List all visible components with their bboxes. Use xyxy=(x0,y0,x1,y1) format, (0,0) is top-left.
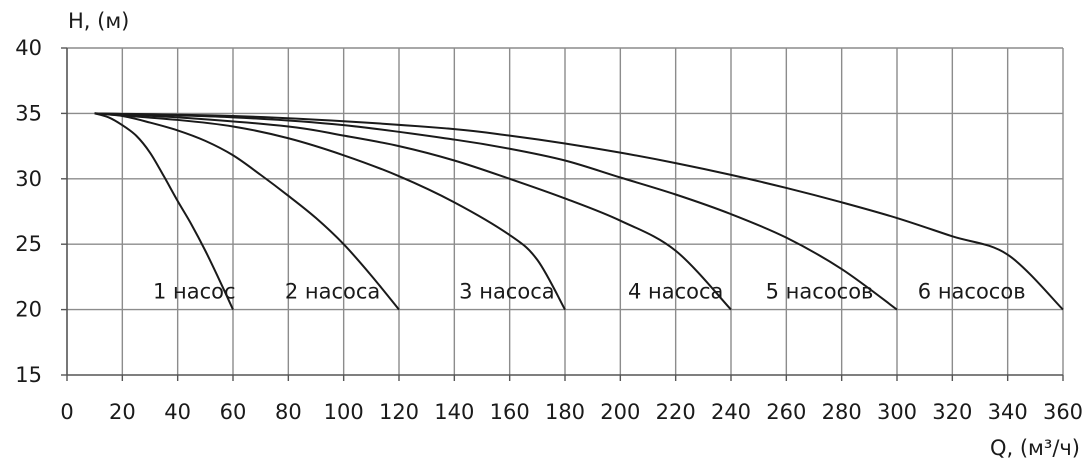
x-tick-label: 100 xyxy=(324,400,364,424)
series-label: 2 насоса xyxy=(285,279,380,303)
y-tick-label: 35 xyxy=(15,101,42,125)
x-tick-label: 320 xyxy=(932,400,972,424)
series-curve xyxy=(94,112,400,311)
series-label: 1 насос xyxy=(153,279,236,303)
grid xyxy=(67,47,1064,375)
y-tick-label: 40 xyxy=(15,36,42,60)
x-tick-label: 340 xyxy=(988,400,1028,424)
x-tick-label: 60 xyxy=(220,400,247,424)
y-tick-label: 20 xyxy=(15,298,42,322)
series-curve xyxy=(94,112,234,311)
x-tick-label: 80 xyxy=(275,400,302,424)
x-tick-label: 280 xyxy=(822,400,862,424)
series-curve xyxy=(94,112,566,311)
x-tick-label: 240 xyxy=(711,400,751,424)
axes: 0 20 40 60 80 100 120 140 160 180 200 220 240 260 280 3… xyxy=(15,36,1083,424)
x-tick-label: 20 xyxy=(109,400,136,424)
x-tick-label: 140 xyxy=(434,400,474,424)
series-curve xyxy=(94,112,898,311)
x-tick-label: 120 xyxy=(379,400,419,424)
y-tick-label: 25 xyxy=(15,232,42,256)
x-tick-label: 0 xyxy=(60,400,73,424)
y-tick-label: 30 xyxy=(15,167,42,191)
series-label: 4 насоса xyxy=(628,279,723,303)
series-curve xyxy=(94,112,1064,311)
x-tick-label: 260 xyxy=(766,400,806,424)
x-tick-label: 200 xyxy=(600,400,640,424)
y-axis-label: H, (м) xyxy=(68,9,129,33)
x-tick-label: 300 xyxy=(877,400,917,424)
x-axis-label: Q, (м³/ч) xyxy=(990,436,1080,460)
series-label: 3 насоса xyxy=(459,279,554,303)
curves xyxy=(94,112,1064,311)
series-labels: 1 насос 2 насоса 3 насоса 4 насоса 5 насосов… xyxy=(153,279,1026,303)
y-tick-label: 15 xyxy=(15,363,42,387)
series-label: 6 насосов xyxy=(918,279,1026,303)
x-tick-label: 220 xyxy=(656,400,696,424)
x-tick-label: 40 xyxy=(164,400,191,424)
series-label: 5 насосов xyxy=(766,279,874,303)
x-tick-label: 360 xyxy=(1043,400,1083,424)
x-tick-label: 160 xyxy=(490,400,530,424)
series-curve xyxy=(94,112,732,311)
x-tick-label: 180 xyxy=(545,400,585,424)
